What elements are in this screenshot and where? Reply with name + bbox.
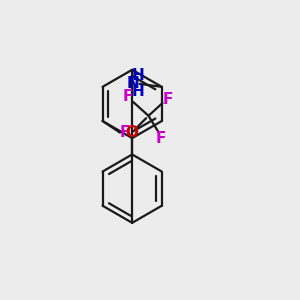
Text: H: H xyxy=(132,68,145,83)
Text: F: F xyxy=(122,89,133,104)
Text: H: H xyxy=(132,84,145,99)
Text: F: F xyxy=(120,125,130,140)
Text: F: F xyxy=(163,92,173,107)
Text: N: N xyxy=(127,76,139,91)
Text: F: F xyxy=(155,130,166,146)
Text: O: O xyxy=(126,125,139,140)
